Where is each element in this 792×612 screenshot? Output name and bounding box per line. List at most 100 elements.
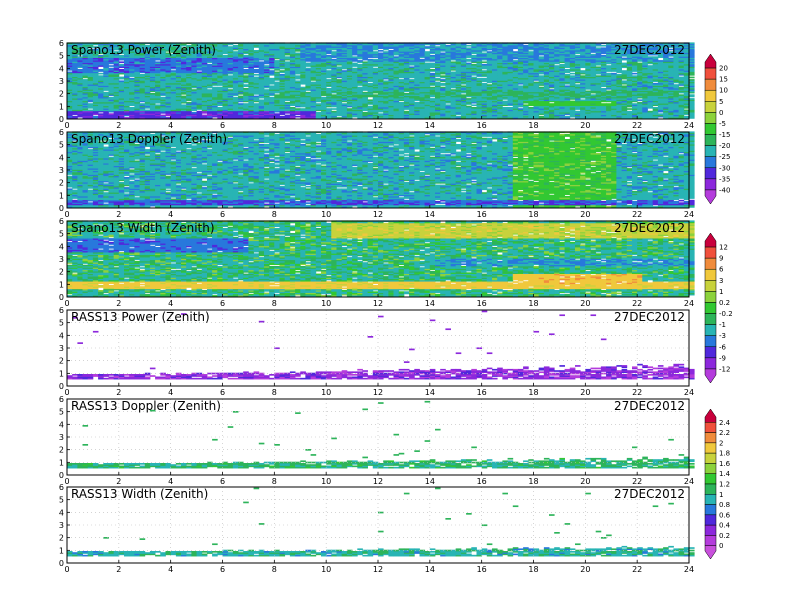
heatmap-cell bbox=[258, 113, 265, 115]
heatmap-cell bbox=[238, 98, 244, 100]
heatmap-cell bbox=[118, 109, 125, 112]
heatmap-cell bbox=[486, 51, 493, 53]
heatmap-cell bbox=[258, 117, 265, 119]
heatmap-cell bbox=[222, 96, 229, 99]
heatmap-cell bbox=[124, 63, 130, 66]
heatmap-cell bbox=[139, 82, 146, 85]
heatmap-cell bbox=[113, 62, 120, 65]
heatmap-cell bbox=[222, 101, 229, 104]
heatmap-cell bbox=[134, 47, 140, 50]
heatmap-cell bbox=[118, 76, 125, 79]
heatmap-cell bbox=[72, 56, 78, 58]
heatmap-cell bbox=[227, 63, 234, 66]
heatmap-cell bbox=[139, 95, 146, 98]
heatmap-cell bbox=[212, 66, 218, 69]
heatmap-cell bbox=[149, 117, 156, 119]
heatmap-cell bbox=[274, 89, 280, 91]
heatmap-cell bbox=[186, 47, 192, 50]
heatmap-cell bbox=[201, 65, 208, 67]
heatmap-cell bbox=[155, 43, 161, 46]
heatmap-cell bbox=[269, 63, 275, 66]
heatmap-cell bbox=[118, 88, 125, 90]
heatmap-cell bbox=[160, 53, 166, 56]
heatmap-cell bbox=[108, 80, 115, 83]
heatmap-cell bbox=[72, 99, 78, 102]
heatmap-cell bbox=[232, 53, 239, 56]
heatmap-cell bbox=[103, 88, 109, 90]
heatmap-cell bbox=[279, 74, 286, 76]
heatmap-cell bbox=[129, 74, 135, 76]
heatmap-cell bbox=[435, 46, 441, 48]
heatmap-cell bbox=[258, 109, 265, 112]
heatmap-cell bbox=[243, 99, 249, 102]
heatmap-cell bbox=[243, 105, 249, 108]
heatmap-cell bbox=[243, 93, 249, 95]
heatmap-cell bbox=[118, 52, 125, 55]
heatmap-cell bbox=[77, 86, 83, 89]
heatmap-cell bbox=[103, 48, 109, 51]
heatmap-cell bbox=[227, 98, 234, 100]
heatmap-cell bbox=[212, 71, 218, 74]
heatmap-cell bbox=[118, 55, 125, 57]
heatmap-cell bbox=[238, 71, 244, 74]
heatmap-cell bbox=[87, 113, 94, 115]
heatmap-cell bbox=[232, 99, 239, 102]
heatmap-cell bbox=[165, 96, 172, 99]
heatmap-cell bbox=[175, 57, 182, 60]
heatmap-cell bbox=[326, 55, 332, 57]
heatmap-cell bbox=[82, 48, 89, 51]
heatmap-cell bbox=[67, 113, 73, 115]
heatmap-cell bbox=[217, 89, 223, 91]
heatmap-cell bbox=[144, 79, 151, 81]
heatmap-cell bbox=[160, 109, 166, 112]
heatmap-cell bbox=[196, 91, 203, 94]
heatmap-cell bbox=[181, 101, 187, 104]
heatmap-cell bbox=[222, 84, 229, 86]
heatmap-cell bbox=[201, 96, 208, 99]
heatmap-cell bbox=[258, 112, 265, 114]
heatmap-cell bbox=[155, 74, 161, 76]
heatmap-cell bbox=[269, 81, 275, 84]
heatmap-cell bbox=[67, 76, 73, 79]
heatmap-cell bbox=[238, 105, 244, 108]
heatmap-cell bbox=[481, 61, 488, 64]
heatmap-cell bbox=[103, 63, 109, 66]
heatmap-cell bbox=[170, 48, 177, 51]
heatmap-cell bbox=[155, 88, 161, 90]
heatmap-cell bbox=[160, 117, 166, 119]
heatmap-cell bbox=[186, 105, 192, 108]
heatmap-cell bbox=[181, 98, 187, 100]
heatmap-cell bbox=[253, 69, 260, 71]
heatmap-cell bbox=[87, 109, 94, 112]
heatmap-cell bbox=[134, 110, 140, 113]
heatmap-cell bbox=[232, 105, 239, 108]
heatmap-cell bbox=[258, 46, 265, 48]
heatmap-cell bbox=[201, 86, 208, 89]
heatmap-cell bbox=[134, 48, 140, 51]
heatmap-cell bbox=[139, 57, 146, 60]
heatmap-cell bbox=[196, 105, 203, 108]
heatmap-cell bbox=[165, 82, 172, 85]
heatmap-cell bbox=[258, 76, 265, 79]
heatmap-cell bbox=[196, 63, 203, 66]
heatmap-cell bbox=[212, 89, 218, 91]
heatmap-cell bbox=[149, 109, 156, 112]
heatmap-cell bbox=[175, 46, 182, 48]
heatmap-cell bbox=[118, 99, 125, 102]
heatmap-cell bbox=[113, 117, 120, 119]
heatmap-cell bbox=[82, 76, 89, 79]
heatmap-cell bbox=[92, 46, 99, 48]
heatmap-cell bbox=[113, 94, 120, 96]
heatmap-cell bbox=[181, 77, 187, 80]
heatmap-cell bbox=[72, 101, 78, 104]
heatmap-cell bbox=[129, 101, 135, 104]
heatmap-cell bbox=[207, 99, 213, 102]
heatmap-cell bbox=[201, 105, 208, 108]
heatmap-cell bbox=[196, 89, 203, 91]
heatmap-cell bbox=[201, 98, 208, 100]
heatmap-cell bbox=[243, 52, 249, 55]
heatmap-cell bbox=[170, 93, 177, 95]
heatmap-cell bbox=[269, 110, 275, 113]
heatmap-cell bbox=[232, 62, 239, 65]
heatmap-cell bbox=[466, 44, 472, 47]
